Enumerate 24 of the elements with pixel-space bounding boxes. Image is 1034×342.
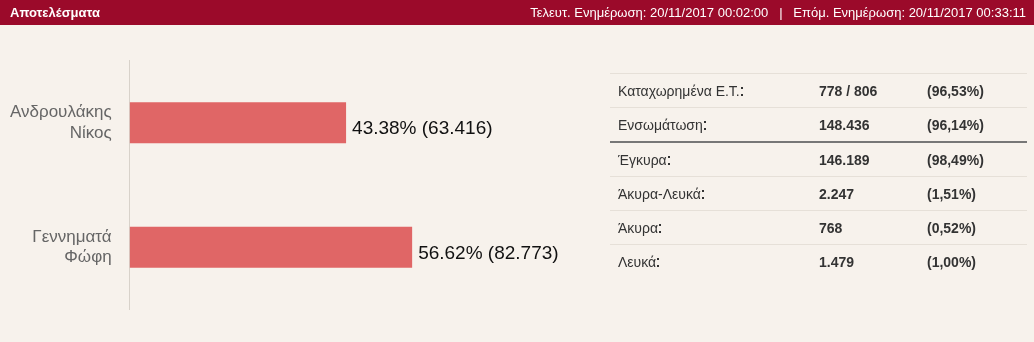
text: (96,53%)	[927, 82, 984, 99]
text: 148.436	[819, 116, 870, 133]
text: (96,14%)	[927, 116, 984, 133]
category-label: Καταχωρημένα Ε.Τ.	[618, 82, 740, 99]
category-label: Άκυρα	[618, 219, 659, 236]
text: (1,00%)	[927, 253, 977, 270]
text: 2.247	[819, 185, 855, 202]
text: Αποτελέσματα	[10, 5, 100, 20]
text: 778 / 806	[819, 82, 878, 99]
y-tick-label: Ανδρουλάκης Νίκος	[9, 102, 112, 142]
category-label: Έγκυρα	[618, 151, 667, 168]
y-tick-label: Γεννηματά Φώφη	[32, 226, 112, 267]
text: (0,52%)	[927, 219, 977, 236]
category-label: Άκυρα-Λευκά	[618, 185, 701, 202]
text: (98,49%)	[927, 151, 984, 168]
text: 146.189	[819, 151, 870, 168]
text: 768	[819, 219, 843, 236]
text: 1.479	[819, 253, 855, 270]
data-label: 56.62% (82.773)	[418, 241, 559, 263]
text: (1,51%)	[927, 185, 977, 202]
category-label: Ενσωμάτωση	[618, 116, 703, 133]
text: Τελευτ. Ενημέρωση: 20/11/2017 00:02:00 | Επόμ. Ενημέρωση: 20/11/2017 00:33:11	[530, 5, 1026, 20]
category-label: Λευκά	[618, 253, 657, 270]
data-label: 43.38% (63.416)	[352, 116, 493, 138]
